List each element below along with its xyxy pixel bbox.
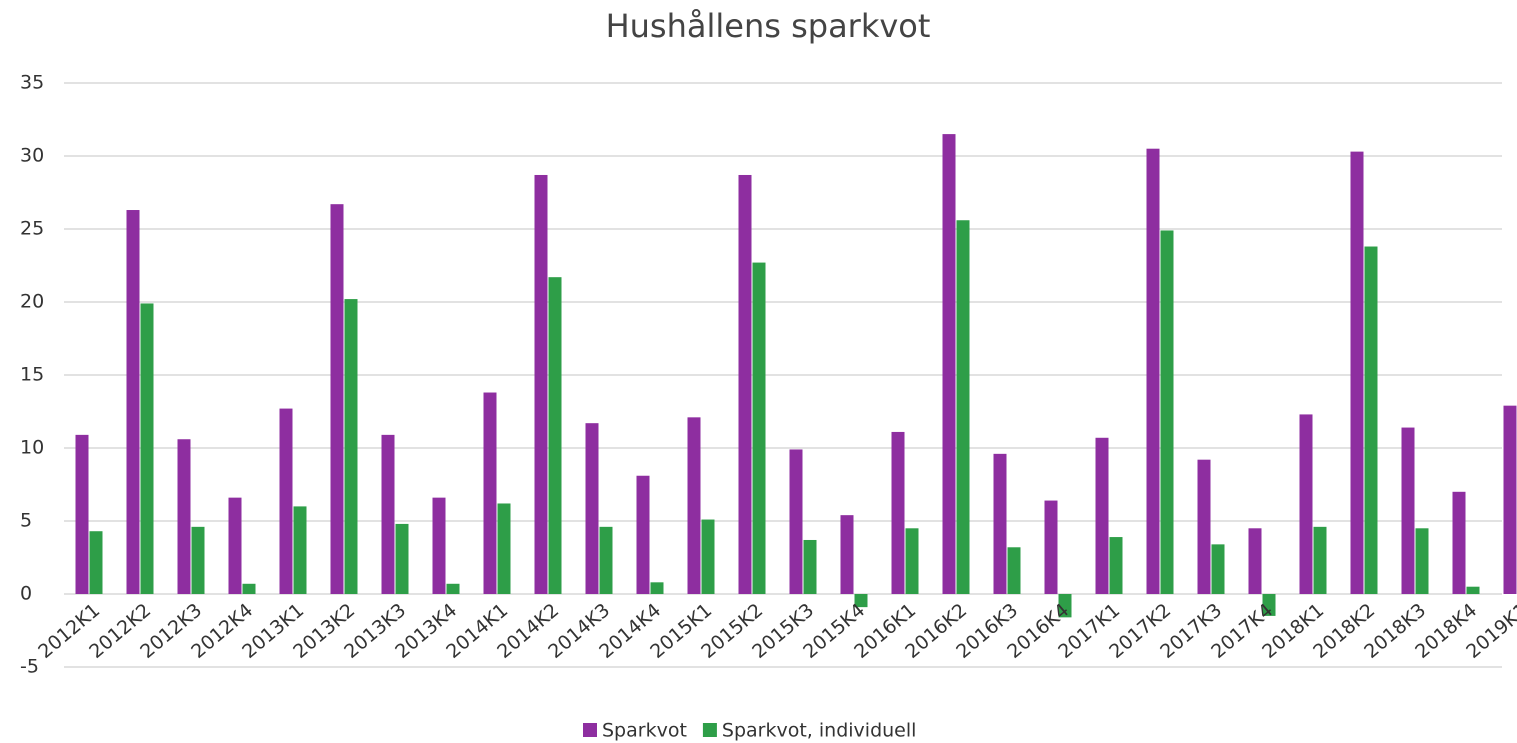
bar [534, 174, 548, 595]
bar [242, 583, 256, 594]
bar [279, 408, 293, 594]
y-tick-label: 5 [20, 510, 32, 532]
bar [126, 210, 140, 594]
bar [956, 220, 970, 595]
chart-title: Hushållens sparkvot [606, 7, 931, 45]
bar [177, 439, 191, 594]
bar [1364, 246, 1378, 594]
y-tick-label: 35 [20, 72, 44, 94]
bar [344, 299, 358, 594]
bar [483, 392, 497, 594]
legend-label: Sparkvot, individuell [722, 720, 917, 742]
bar [701, 519, 715, 594]
bar [1160, 230, 1174, 594]
bar [585, 423, 599, 594]
y-tick-label: 30 [20, 145, 44, 167]
bar [993, 453, 1007, 594]
bar [942, 134, 956, 594]
bar [1109, 537, 1123, 594]
bar [140, 303, 154, 594]
bar [1466, 586, 1480, 594]
bar [891, 431, 905, 594]
bar [1095, 437, 1109, 594]
bar [432, 497, 446, 594]
bar [446, 583, 460, 594]
bar [1248, 528, 1262, 594]
bar [497, 503, 511, 594]
bar [803, 539, 817, 594]
bar [1007, 547, 1021, 594]
y-tick-label: 25 [20, 218, 44, 240]
legend-label: Sparkvot [602, 720, 687, 742]
bar [548, 277, 562, 594]
y-tick-label: 10 [20, 437, 44, 459]
bar [1503, 405, 1517, 594]
bar [1044, 500, 1058, 594]
bar [789, 449, 803, 594]
bar [1452, 491, 1466, 594]
bar [1058, 594, 1072, 618]
bar [854, 594, 868, 608]
y-tick-label: -5 [20, 656, 39, 678]
bar [599, 526, 613, 594]
bar [191, 526, 205, 594]
bar [738, 174, 752, 595]
bar [840, 515, 854, 594]
y-tick-label: 0 [20, 583, 32, 605]
bar [636, 475, 650, 594]
legend-swatch [702, 723, 717, 737]
bar [1262, 594, 1276, 616]
bar [89, 531, 103, 594]
y-tick-label: 20 [20, 291, 44, 313]
y-tick-label: 15 [20, 364, 44, 386]
plot [75, 134, 1517, 618]
bar [293, 506, 307, 594]
bar [330, 204, 344, 594]
bar [381, 434, 395, 594]
bar [1313, 526, 1327, 594]
bar [228, 497, 242, 594]
bar [75, 434, 89, 594]
bar [1401, 427, 1415, 594]
bar [1197, 459, 1211, 594]
bar [1146, 148, 1160, 594]
bar [905, 528, 919, 594]
bar [687, 417, 701, 594]
bar [650, 582, 664, 594]
bar [1211, 544, 1225, 594]
bar [1299, 414, 1313, 594]
bar [395, 523, 409, 594]
bar [752, 262, 766, 594]
bar [1415, 528, 1429, 594]
legend-swatch [583, 723, 597, 737]
bar [1350, 151, 1364, 594]
